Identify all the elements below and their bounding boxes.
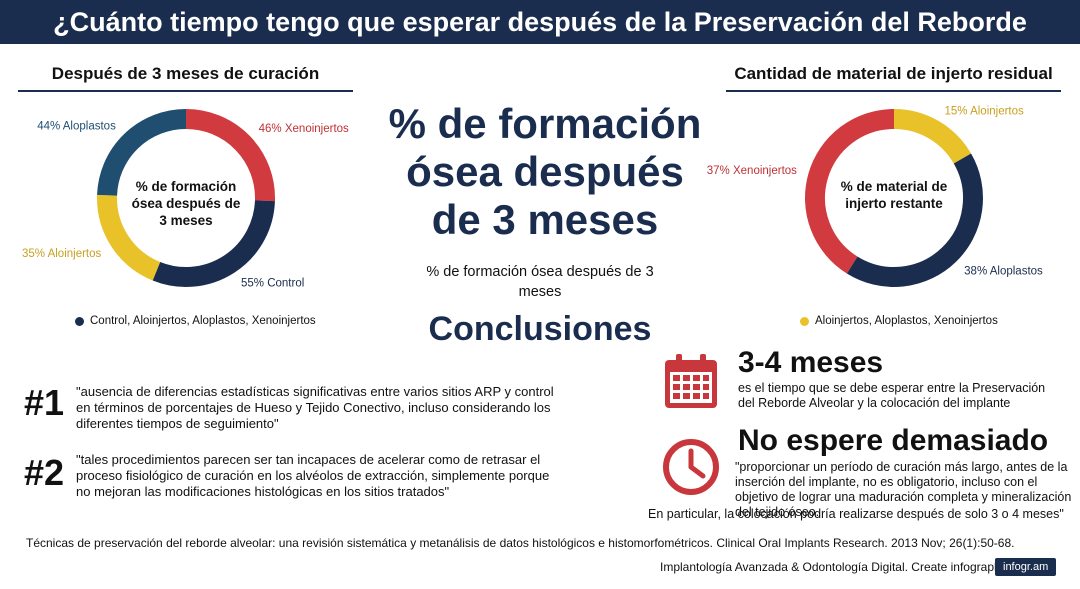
- donut-label-control: 55% Control: [241, 278, 304, 290]
- left-donut-center-text: % de formación ósea después de 3 meses: [131, 179, 241, 228]
- legend-dot-icon: [75, 316, 84, 326]
- donut-label-xenoinjertos: 46% Xenoinjertos: [259, 123, 349, 135]
- left-legend: Control, Aloinjertos, Aloplastos, Xenoin…: [75, 315, 316, 327]
- donut-slice-xenoinjertos: [805, 109, 895, 274]
- clock-icon: [663, 439, 719, 495]
- donut-label-aloinjertos: 15% Aloinjertos: [945, 106, 1025, 118]
- conclusion-number-1: #1: [24, 382, 65, 423]
- center-big-title: % de formación ósea después de 3 meses: [388, 100, 702, 243]
- legend-dot-icon: [800, 316, 809, 326]
- center-subtitle: % de formación ósea después de 3 meses: [426, 264, 654, 300]
- left-chart-title: Después de 3 meses de curación: [18, 64, 353, 92]
- conclusions-heading: Conclusiones: [428, 310, 652, 348]
- left-legend-label: Control, Aloinjertos, Aloplastos, Xenoin…: [90, 315, 316, 327]
- conclusion-text-1: "ausencia de diferencias estadísticas si…: [76, 384, 554, 431]
- donut-slice-aloplastos: [846, 153, 983, 287]
- donut-slice-aloplastos: [97, 109, 187, 196]
- donut-label-xenoinjertos: 37% Xenoinjertos: [707, 165, 797, 177]
- footer-text: Implantología Avanzada & Odontología Dig…: [660, 560, 1016, 574]
- conclusion-number-2: #2: [24, 452, 65, 493]
- donut-label-aloinjertos: 35% Aloinjertos: [22, 248, 102, 260]
- brand-badge[interactable]: infogr.am: [995, 558, 1057, 576]
- dont-wait-text: "proporcionar un período de curación más…: [735, 460, 1072, 519]
- left-donut-chart: 46% Xenoinjertos 55% Control 35% Aloinjert…: [22, 109, 349, 290]
- calendar-icon: [665, 354, 717, 408]
- right-donut-chart: 15% Aloinjertos 38% Aloplastos 37% Xenoinj…: [707, 106, 1043, 287]
- wait-text: es el tiempo que se debe esperar entre l…: [738, 381, 1046, 410]
- dont-wait-heading: No espere demasiado: [738, 424, 1049, 457]
- donut-slice-aloinjertos: [893, 109, 972, 164]
- conclusion-text-2: "tales procedimientos parecen ser tan in…: [76, 452, 550, 499]
- citation: Técnicas de preservación del reborde alv…: [26, 536, 1015, 550]
- right-legend-label: Aloinjertos, Aloplastos, Xenoinjertos: [815, 315, 998, 327]
- donut-label-aloplastos: 38% Aloplastos: [964, 266, 1043, 278]
- wait-heading: 3-4 meses: [738, 346, 884, 379]
- donut-label-aloplastos: 44% Aloplastos: [37, 120, 116, 132]
- page-title: ¿Cuánto tiempo tengo que esperar después…: [0, 0, 1080, 81]
- right-donut-center-text: % de material de injerto restante: [840, 179, 948, 211]
- donut-slice-control: [152, 200, 275, 287]
- dont-wait-text-continued: En particular, la colocación podría real…: [648, 507, 1064, 521]
- donut-slice-aloinjertos: [97, 194, 161, 281]
- right-legend: Aloinjertos, Aloplastos, Xenoinjertos: [800, 315, 998, 327]
- right-chart-title: Cantidad de material de injerto residual: [726, 64, 1061, 92]
- donut-slice-xenoinjertos: [185, 109, 275, 202]
